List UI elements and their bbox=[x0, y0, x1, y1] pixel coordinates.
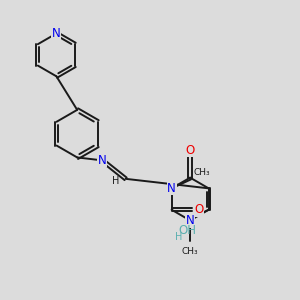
Text: N: N bbox=[167, 182, 176, 195]
Text: CH₃: CH₃ bbox=[182, 247, 198, 256]
Text: O: O bbox=[194, 203, 204, 216]
Text: N: N bbox=[186, 214, 194, 227]
Text: O: O bbox=[185, 144, 195, 157]
Text: N: N bbox=[52, 27, 61, 40]
Text: H: H bbox=[112, 176, 119, 186]
Text: CH₃: CH₃ bbox=[193, 168, 210, 177]
Text: OH: OH bbox=[178, 224, 196, 237]
Text: H: H bbox=[175, 232, 183, 242]
Text: N: N bbox=[98, 154, 107, 167]
